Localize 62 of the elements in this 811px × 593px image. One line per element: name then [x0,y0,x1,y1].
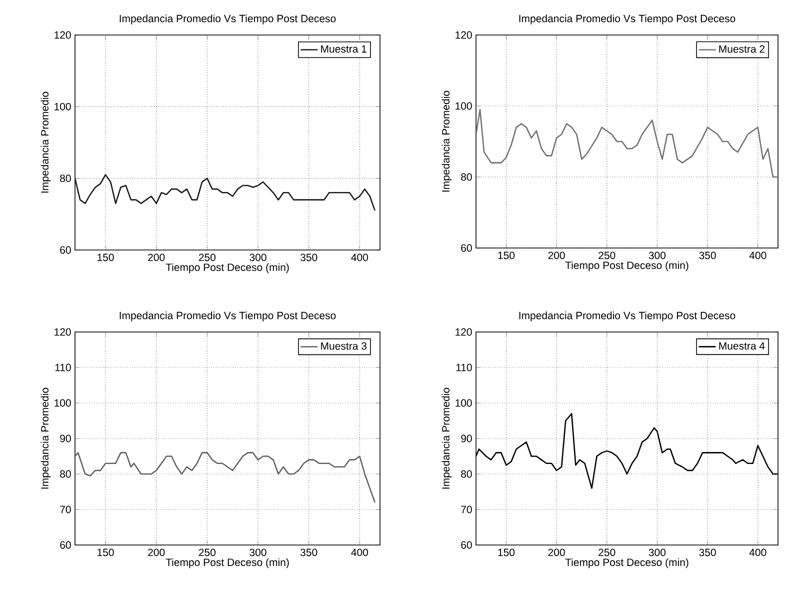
x-tick-label: 300 [648,548,666,556]
y-tick-label: 80 [60,470,71,478]
x-tick-label: 200 [548,252,565,260]
y-tick-label: 120 [54,328,71,336]
x-tick-label: 350 [300,548,318,556]
x-tick-label: 150 [498,548,515,556]
y-tick-label: 80 [461,173,472,181]
legend-label: Muestra 2 [719,45,765,53]
y-tick-label: 110 [55,364,71,372]
y-tick-label: 100 [54,102,71,110]
y-axis-title: Impedancia Promedio [442,388,452,489]
x-tick-label: 400 [749,548,766,556]
x-tick-label: 150 [98,254,114,262]
y-tick-label: 80 [461,470,472,478]
x-tick-label: 400 [351,548,368,556]
x-tick-label: 250 [598,548,616,556]
legend-label: Muestra 4 [719,342,765,350]
x-tick-label: 400 [351,254,368,262]
chart-title: Impedancia Promedio Vs Tiempo Post Deceso [519,312,736,322]
chart-title: Impedancia Promedio Vs Tiempo Post Deceso [120,14,336,24]
x-tick-label: 200 [148,254,165,262]
y-tick-label: 60 [60,541,71,549]
legend-label: Muestra 3 [321,342,366,350]
x-axis-title: Tiempo Post Deceso (min) [565,261,688,272]
x-tick-label: 250 [198,254,216,262]
y-tick-label: 90 [461,434,472,442]
x-tick-label: 300 [648,252,666,260]
legend-label: Muestra 1 [321,45,366,53]
y-tick-label: 100 [456,102,472,110]
y-axis-title: Impedancia Promedio [40,92,51,193]
x-tick-label: 350 [300,254,318,262]
x-tick-label: 200 [548,548,565,556]
x-tick-label: 350 [699,548,716,556]
x-axis-title: Tiempo Post Deceso (min) [166,558,289,568]
y-tick-label: 110 [456,364,472,372]
x-tick-label: 200 [148,548,165,556]
y-tick-label: 120 [456,31,472,39]
y-tick-label: 100 [54,399,71,407]
y-tick-label: 60 [461,541,472,549]
x-tick-label: 150 [498,252,515,260]
y-tick-label: 60 [60,246,71,254]
y-tick-label: 60 [461,244,472,252]
y-tick-label: 120 [54,31,71,39]
x-tick-label: 350 [699,252,716,260]
chart-title: Impedancia Promedio Vs Tiempo Post Deceso [519,14,736,24]
x-tick-label: 400 [749,252,766,260]
x-tick-label: 300 [250,548,266,556]
x-tick-label: 300 [250,254,266,262]
y-tick-label: 100 [456,399,472,407]
y-tick-label: 90 [60,434,71,442]
x-tick-label: 150 [98,548,114,556]
x-tick-label: 250 [598,252,616,260]
x-tick-label: 250 [198,548,216,556]
y-axis-title: Impedancia Promedio [40,388,51,489]
x-axis-title: Tiempo Post Deceso (min) [166,263,289,274]
y-tick-label: 120 [456,328,472,336]
chart-title: Impedancia Promedio Vs Tiempo Post Deceso [120,312,336,322]
y-tick-label: 80 [60,174,71,182]
y-axis-title: Impedancia Promedio [442,90,452,192]
x-axis-title: Tiempo Post Deceso (min) [565,558,688,568]
y-tick-label: 70 [60,506,71,514]
y-tick-label: 70 [461,506,472,514]
